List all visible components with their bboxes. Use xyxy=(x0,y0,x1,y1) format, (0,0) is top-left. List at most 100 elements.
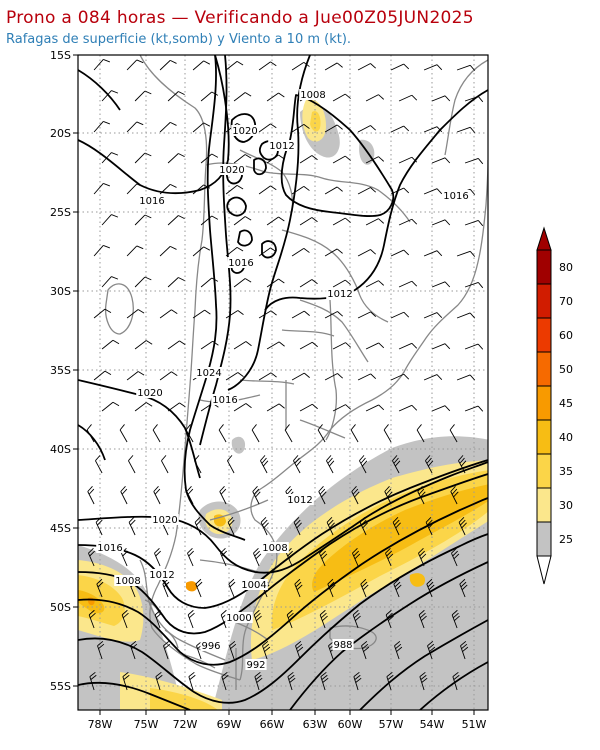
wind-barb xyxy=(134,402,153,412)
wind-barb xyxy=(152,424,161,443)
wind-barb xyxy=(192,246,211,257)
wind-barb xyxy=(357,63,377,71)
lat-label: 30S xyxy=(50,285,71,298)
wind-barb xyxy=(365,342,385,350)
wind-barb xyxy=(299,217,318,226)
wind-barb xyxy=(324,373,344,381)
wind-barb xyxy=(361,640,370,660)
wind-barb xyxy=(93,245,111,257)
isobar-label-bg xyxy=(299,89,327,100)
isobar-label-bg xyxy=(200,640,222,651)
chart-title: Prono a 084 horas — Verificando a Jue00Z… xyxy=(6,8,474,28)
wind-barb xyxy=(221,671,229,691)
wind-barb xyxy=(332,155,351,164)
wind-barb xyxy=(431,405,451,412)
wind-barb xyxy=(451,609,460,629)
wind-barb xyxy=(394,640,403,660)
isobar-label: 988 xyxy=(333,640,352,651)
wind-barb xyxy=(93,370,112,381)
lat-label: 25S xyxy=(50,206,71,219)
isobar-label-bg xyxy=(218,164,246,175)
colorbar-label: 25 xyxy=(559,533,573,546)
wind-barb xyxy=(258,123,277,133)
isobar-label-bg xyxy=(225,612,253,623)
wind-barb xyxy=(299,341,318,350)
wind-barb xyxy=(134,340,153,350)
wind-barb xyxy=(93,308,112,319)
wind-barb xyxy=(456,312,476,319)
wind-barb xyxy=(423,312,443,319)
wind-barbs xyxy=(86,59,484,691)
wind-barb xyxy=(350,424,359,443)
wind-barb xyxy=(357,311,377,319)
wind-barb xyxy=(96,578,104,598)
isobar-label: 1004 xyxy=(241,580,266,591)
wind-barb xyxy=(357,187,377,195)
isobar-label: 1008 xyxy=(262,543,287,554)
wind-barb xyxy=(101,90,119,102)
wind-barb xyxy=(365,218,385,226)
isobar-label: 992 xyxy=(246,660,265,671)
wind-barb xyxy=(398,404,418,412)
wind-barb xyxy=(225,60,244,71)
wind-barb xyxy=(450,486,459,505)
wind-barb xyxy=(97,640,105,660)
wind-barb xyxy=(121,609,129,629)
wind-barb xyxy=(122,671,130,691)
wind-barb xyxy=(284,424,293,443)
wind-barb xyxy=(390,63,410,71)
isobar-label: 1012 xyxy=(327,289,352,300)
map-frame xyxy=(77,54,489,711)
isobar-label: 1016 xyxy=(97,543,122,554)
latitude-labels: 15S 20S 25S 30S 35S 40S 45S 50S 55S xyxy=(50,49,71,693)
wind-barb xyxy=(266,216,285,226)
wind-barb xyxy=(293,516,302,536)
wind-barb xyxy=(299,403,318,412)
wind-barb xyxy=(419,671,428,691)
wind-barb xyxy=(227,516,235,536)
wind-barb xyxy=(159,59,177,71)
colorbar-segment xyxy=(536,385,552,421)
lat-label: 15S xyxy=(50,49,71,62)
isobar-label-bg xyxy=(326,288,354,299)
isobar-label-bg xyxy=(442,190,470,201)
wind-barb xyxy=(200,153,219,164)
wind-barb xyxy=(252,486,261,505)
wind-barb xyxy=(291,372,310,381)
colorbar-segment xyxy=(536,283,552,319)
wind-barb xyxy=(456,126,476,133)
wind-barb xyxy=(95,455,103,474)
wind-barb xyxy=(227,455,235,474)
isobar-label-bg xyxy=(151,514,179,525)
wind-barb xyxy=(299,155,318,164)
wind-barb xyxy=(451,547,460,567)
wind-barb xyxy=(167,91,185,102)
wind-barb xyxy=(324,311,344,319)
lon-label: 72W xyxy=(173,718,198,731)
wind-barb xyxy=(218,424,227,443)
wind-barb xyxy=(327,578,336,598)
lat-label: 50S xyxy=(50,601,71,614)
wind-barb xyxy=(385,609,394,629)
isobar-label: 1012 xyxy=(269,141,294,152)
isobar-label-bg xyxy=(231,125,259,136)
wind-barb xyxy=(324,124,343,133)
lat-label: 55S xyxy=(50,680,71,693)
wind-barb xyxy=(128,455,136,474)
wind-barb xyxy=(126,371,145,381)
wind-barb xyxy=(318,486,327,505)
wind-barb xyxy=(101,339,120,350)
isobar-label: 1000 xyxy=(226,613,251,624)
isobar-label: 1016 xyxy=(212,395,237,406)
wind-barb xyxy=(431,219,451,226)
wind-barb xyxy=(456,374,476,381)
wind-barb xyxy=(167,340,186,350)
wind-barb xyxy=(93,59,111,71)
gust-color-legend: 80 70 60 50 45 40 35 30 25 xyxy=(536,226,573,585)
wind-barb xyxy=(188,671,196,691)
colorbar-label: 50 xyxy=(559,363,573,376)
isobar-label: 1008 xyxy=(115,576,140,587)
wind-barb xyxy=(258,185,277,195)
wind-barb xyxy=(228,578,236,598)
